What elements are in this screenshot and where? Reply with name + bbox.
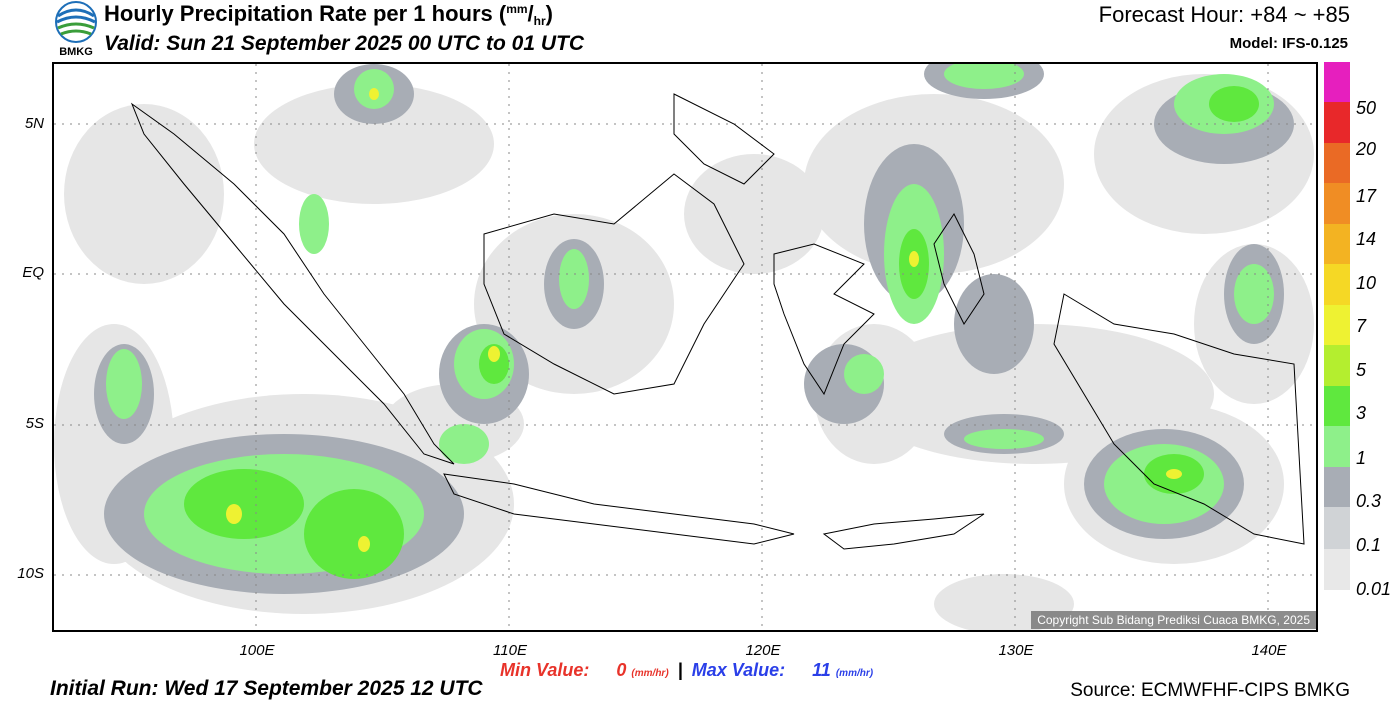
min-unit-hr: hr (655, 668, 666, 679)
halmahera-outline (933, 213, 985, 325)
legend-label-50: 50 (1356, 98, 1377, 118)
borneo-outline (483, 173, 745, 395)
legend-label-20: 20 (1356, 139, 1377, 159)
y-tick-eq: EQ (22, 264, 44, 281)
copyright-notice: Copyright Sub Bidang Prediksi Cuaca BMKG… (1031, 611, 1316, 629)
legend-label-17: 17 (1356, 186, 1377, 206)
bmkg-logo: BMKG (52, 0, 100, 60)
legend-swatch-20 (1324, 143, 1350, 183)
sulawesi-outline (773, 243, 875, 396)
bmkg-emblem-icon (55, 1, 97, 43)
legend-swatch-10 (1324, 264, 1350, 305)
legend-swatch-14 (1324, 224, 1350, 264)
min-value: 0 (616, 660, 627, 680)
legend-swatch-3 (1324, 386, 1350, 426)
max-unit-hr: hr (859, 668, 870, 679)
max-unit-mm: mm (839, 668, 857, 679)
coastlines (130, 93, 1305, 550)
legend-swatch-7 (1324, 305, 1350, 345)
max-value: 11 (812, 660, 831, 680)
legend-swatch-50 (1324, 102, 1350, 143)
title-unit-hr: hr (533, 14, 546, 28)
model-name: Model: IFS-0.125 (1229, 35, 1348, 52)
sumatra-outline (130, 102, 455, 465)
y-tick-5n: 5N (24, 115, 44, 132)
legend-label-0-3: 0.3 (1356, 491, 1382, 511)
java-outline (443, 473, 795, 545)
title-text: Hourly Precipitation Rate per 1 hours (104, 1, 493, 26)
x-tick-100e: 100E (239, 642, 275, 659)
new-guinea-outline (1053, 293, 1305, 545)
legend-swatch-0-01 (1324, 549, 1350, 590)
forecast-hour: Forecast Hour: +84 ~ +85 (1098, 2, 1350, 27)
legend-label-14: 14 (1356, 229, 1377, 249)
legend-label-1: 1 (1356, 448, 1367, 468)
philippines-sabah-outline (673, 93, 775, 185)
min-max-values: Min Value: 0 (mm/hr) | Max Value: 11 (mm… (500, 660, 874, 680)
min-unit-mm: mm (634, 668, 653, 679)
initial-run: Initial Run: Wed 17 September 2025 12 UT… (50, 677, 483, 700)
map-canvas (54, 64, 1316, 630)
min-max-separator: | (677, 660, 683, 680)
legend-swatch-0-3 (1324, 467, 1350, 507)
legend-swatch-5 (1324, 345, 1350, 386)
x-tick-120e: 120E (745, 642, 781, 659)
legend-label-3: 3 (1356, 403, 1367, 423)
valid-time: Valid: Sun 21 September 2025 00 UTC to 0… (104, 32, 585, 55)
title-unit-mm: mm (506, 2, 528, 16)
legend-label-7: 7 (1356, 316, 1367, 336)
y-tick-5s: 5S (25, 415, 44, 432)
legend-swatch-1 (1324, 426, 1350, 467)
x-tick-140e: 140E (1251, 642, 1287, 659)
x-tick-130e: 130E (998, 642, 1034, 659)
legend-swatch-0-1 (1324, 507, 1350, 549)
min-label: Min Value: (500, 660, 590, 680)
precip-moderate-layer (184, 86, 1259, 579)
legend-swatch-17 (1324, 183, 1350, 224)
x-tick-110e: 110E (493, 642, 527, 659)
logo-text: BMKG (59, 46, 93, 58)
legend-colorbar (1324, 62, 1350, 590)
nusa-tenggara-outline (822, 513, 985, 550)
data-source: Source: ECMWFHF-CIPS BMKG (1070, 680, 1350, 701)
precipitation-map (52, 62, 1318, 632)
legend-label-0-01: 0.01 (1356, 579, 1392, 599)
y-tick-10s: 10S (17, 565, 44, 582)
max-label: Max Value: (691, 660, 786, 680)
legend-label-0-1: 0.1 (1356, 535, 1382, 555)
legend-label-5: 5 (1356, 360, 1367, 380)
chart-title: Hourly Precipitation Rate per 1 hours (m… (104, 1, 553, 28)
legend-label-10: 10 (1356, 273, 1377, 293)
legend-swatch-50plus (1324, 62, 1350, 102)
precip-heavy-layer (226, 88, 1182, 552)
